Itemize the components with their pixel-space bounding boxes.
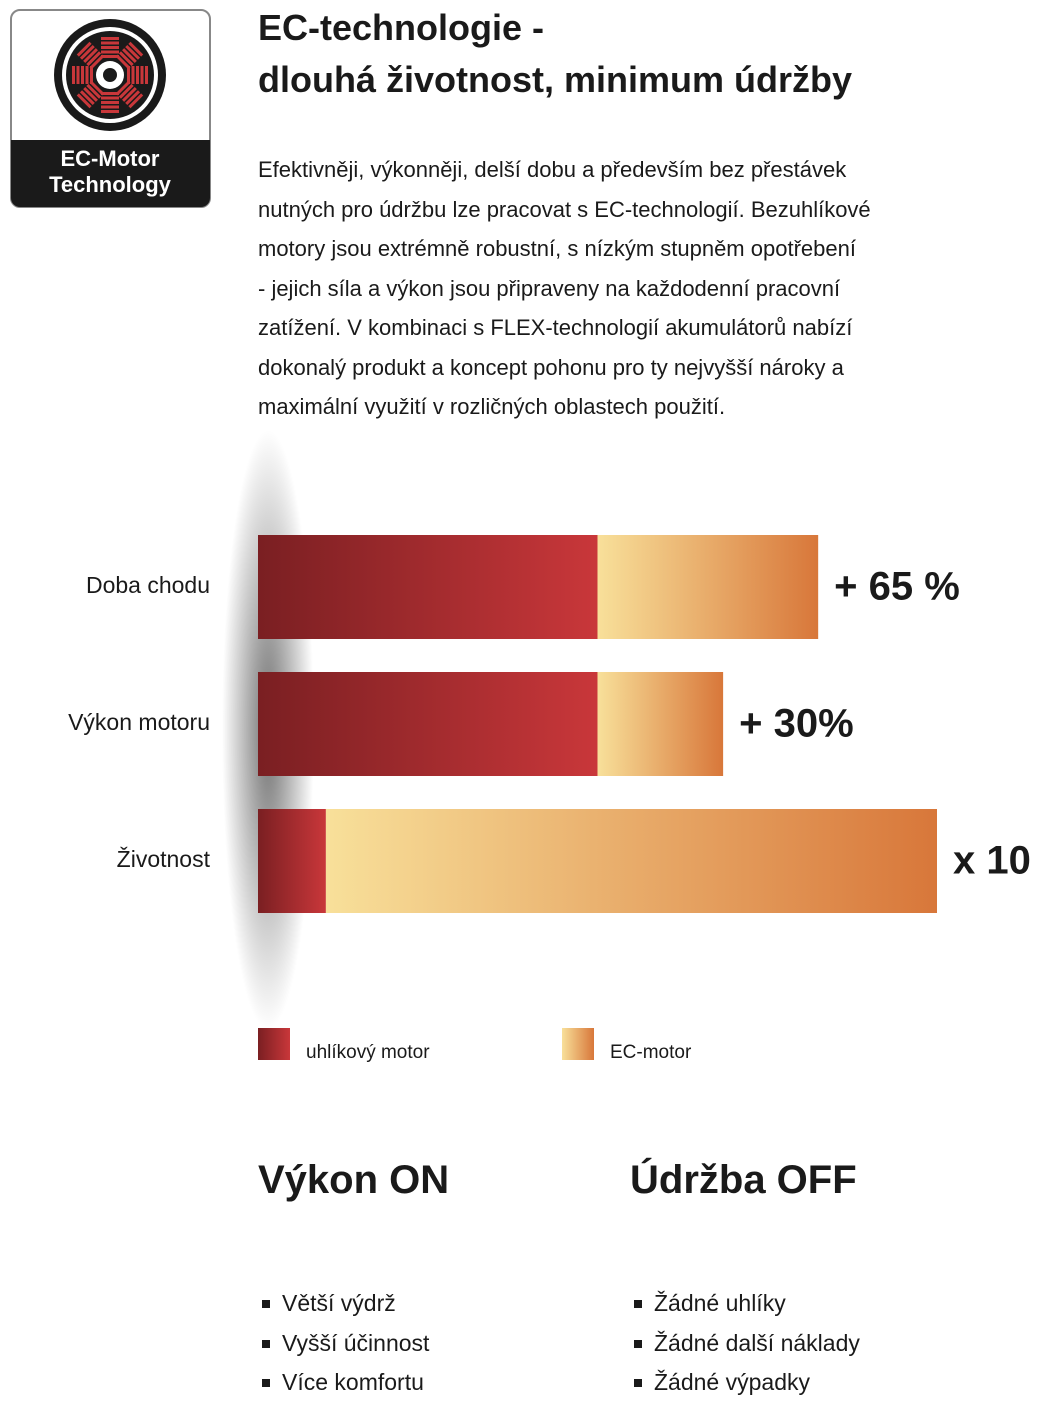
coil-winding <box>79 90 95 106</box>
coil-winding <box>125 44 141 60</box>
intro-line: Efektivněji, výkonněji, delší dobu a pře… <box>258 157 847 182</box>
coil-winding <box>86 51 102 67</box>
feature-column: Výkon ON Větší výdrž Vyšší účinnost Více ko… <box>258 1152 449 1403</box>
legend-swatch <box>562 1028 594 1060</box>
bar-segment <box>597 672 724 776</box>
coil-winding <box>85 66 89 84</box>
coil-winding <box>118 51 134 67</box>
feature-list: Žádné uhlíky Žádné další náklady Žádné výp… <box>630 1284 860 1403</box>
feature-item: Více komfortu <box>258 1363 449 1403</box>
coil-winding <box>76 93 92 109</box>
coil-winding <box>118 83 134 99</box>
coil-winding <box>89 80 105 96</box>
coil-winding <box>101 41 119 45</box>
feature-title: Výkon ON <box>258 1158 450 1202</box>
legend-swatch <box>258 1028 290 1060</box>
coil <box>115 41 144 70</box>
feature-item: Větší výdrž <box>258 1284 449 1324</box>
logo-text: EC-Motor <box>61 146 160 171</box>
coil <box>115 80 144 109</box>
coil-winding <box>101 101 119 104</box>
coil-winding <box>140 66 144 84</box>
category-label: Životnost <box>117 846 211 872</box>
coil-winding <box>101 96 119 100</box>
coil <box>76 80 105 109</box>
coil-winding <box>89 54 105 70</box>
coil-winding <box>131 66 135 84</box>
logo-text: Technology <box>49 172 172 197</box>
coil-winding <box>145 66 148 84</box>
intro-line: - jejich síla a výkon jsou připraveny na… <box>258 275 841 301</box>
intro-line: nutných pro údržbu lze pracovat s EC-tec… <box>258 196 871 222</box>
coil-winding <box>101 105 119 109</box>
coil-winding <box>115 80 131 96</box>
coil-winding <box>101 92 119 95</box>
intro: Efektivněji, výkonněji, delší dobu a pře… <box>258 150 871 427</box>
coil-winding <box>101 50 119 54</box>
feature-item: Žádné další náklady <box>630 1324 860 1364</box>
intro-line: maximální využití v rozličných oblastech… <box>258 394 726 419</box>
coil-winding <box>76 66 80 84</box>
coil-winding <box>122 87 137 102</box>
coil <box>101 37 119 58</box>
chart: Doba chodu + 65 % Výkon motoru + 30% Životno… <box>68 535 1031 1063</box>
coil-winding <box>115 54 131 70</box>
coil-winding <box>76 41 92 57</box>
intro-line: motory jsou extrémně robustní, s nízkým … <box>258 236 856 261</box>
feature-item: Žádné výpadky <box>630 1363 860 1403</box>
bar-annotation: + 30% <box>739 702 854 746</box>
feature-column: Údržba OFF Žádné uhlíky Žádné další náklad… <box>630 1152 860 1403</box>
coil-winding <box>122 48 137 63</box>
bar-annotation: x 10 <box>953 839 1031 883</box>
coil-winding <box>81 66 84 84</box>
feature-item: Vyšší účinnost <box>258 1324 449 1364</box>
coil <box>76 41 105 70</box>
bar-segment <box>258 809 326 913</box>
coil-winding <box>136 66 139 84</box>
feature-item: Žádné uhlíky <box>630 1284 860 1324</box>
legend-label: EC-motor <box>610 1042 692 1063</box>
coil-winding <box>127 66 130 84</box>
bar-segment <box>325 809 937 913</box>
coil <box>72 66 93 84</box>
coil-winding <box>101 37 119 40</box>
logo: EC-Motor Technology <box>10 9 211 208</box>
coil-winding <box>101 110 119 113</box>
legend-label: uhlíkový motor <box>306 1042 430 1063</box>
coil-winding <box>90 66 93 84</box>
feature-list: Větší výdrž Vyšší účinnost Více komfortu <box>258 1284 449 1403</box>
category-label: Výkon motoru <box>68 709 210 735</box>
coil-winding <box>128 41 144 57</box>
category-label: Doba chodu <box>86 572 210 598</box>
coil-winding <box>128 93 144 109</box>
title: dlouhá životnost, minimum údržby <box>258 59 852 100</box>
coil-winding <box>79 44 95 60</box>
coil-winding <box>101 55 119 58</box>
bar-annotation: + 65 % <box>834 565 960 609</box>
bar-segment <box>258 535 598 639</box>
intro-line: dokonalý produkt a koncept pohonu pro ty… <box>258 354 844 380</box>
intro-line: zatížení. V kombinaci s FLEX-technologií… <box>258 315 853 340</box>
title: EC-technologie - <box>258 7 544 48</box>
coil-winding <box>72 66 75 84</box>
coil-winding <box>83 48 98 63</box>
feature-title: Údržba OFF <box>630 1158 857 1202</box>
coil-winding <box>101 46 119 49</box>
coil <box>101 92 119 113</box>
coil <box>127 66 148 84</box>
coil-winding <box>125 90 141 106</box>
coil-winding <box>83 87 98 102</box>
coil-winding <box>86 83 102 99</box>
bar-segment <box>597 535 819 639</box>
bar-segment <box>258 672 598 776</box>
